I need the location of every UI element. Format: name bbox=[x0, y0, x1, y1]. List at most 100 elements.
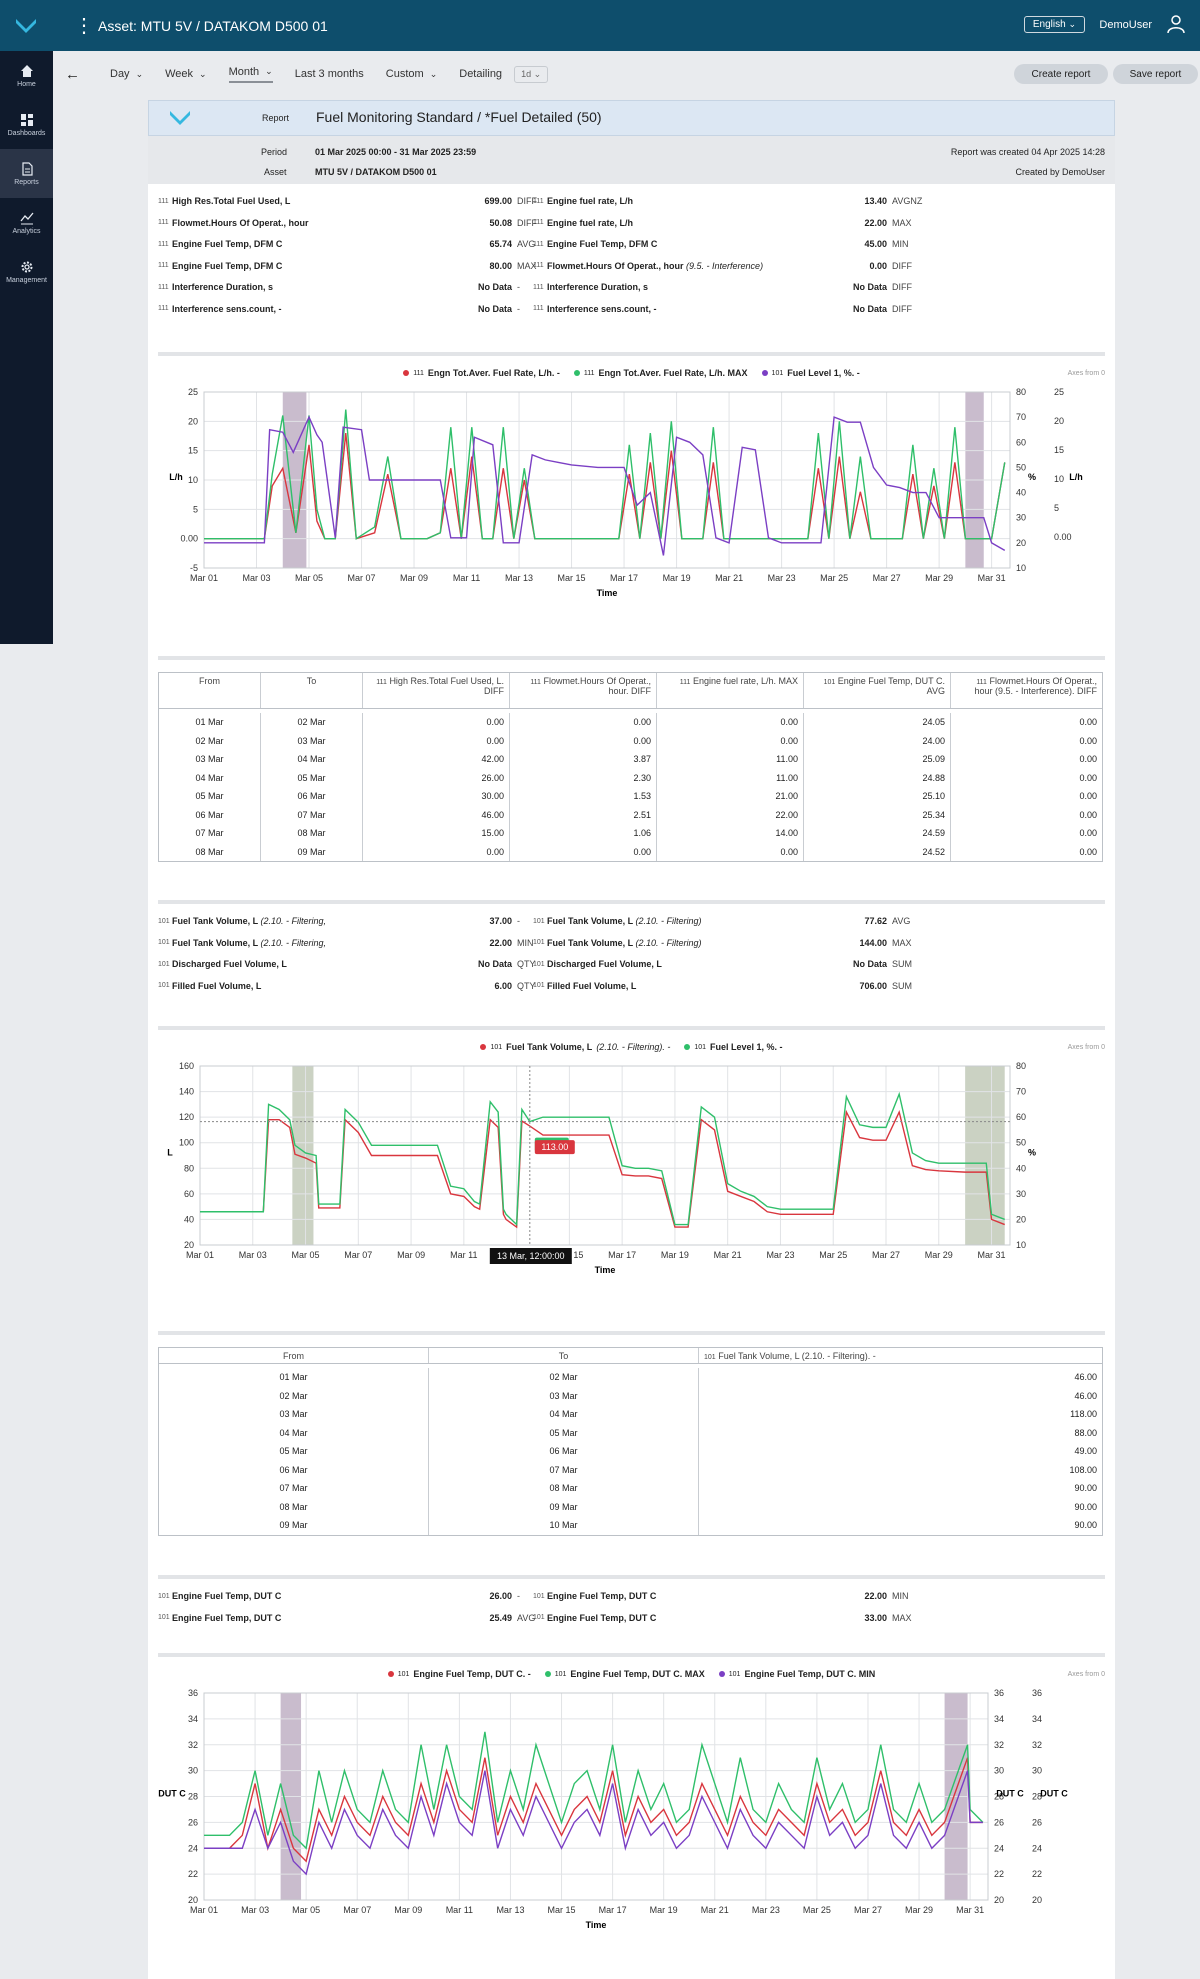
table-cell: 02 Mar bbox=[261, 713, 363, 732]
table-cell: 05 Mar bbox=[261, 768, 363, 787]
table-cell: 10 Mar bbox=[429, 1516, 699, 1535]
y-right-axis-title: L/h bbox=[1069, 472, 1083, 482]
column-header[interactable]: From bbox=[159, 673, 261, 708]
column-header[interactable]: 101 Engine Fuel Temp, DUT C. AVG bbox=[804, 673, 951, 708]
series-line[interactable] bbox=[204, 1731, 984, 1850]
table-row[interactable]: 07 Mar 08 Mar 15.00 1.06 14.00 24.59 0.00 bbox=[159, 824, 1102, 843]
sidebar-item-dashboards[interactable]: Dashboards bbox=[0, 100, 53, 149]
create-report-button[interactable]: Create report bbox=[1014, 64, 1108, 84]
summary-row: 101 Filled Fuel Volume, L 6.00 QTY bbox=[158, 979, 552, 993]
column-header[interactable]: 101 Fuel Tank Volume, L (2.10. - Filteri… bbox=[699, 1348, 1102, 1363]
summary-name: Fuel Tank Volume, L (2.10. - Filtering) bbox=[547, 938, 837, 948]
table-row[interactable]: 01 Mar 02 Mar 46.00 bbox=[159, 1368, 1102, 1387]
period-day-button[interactable]: Day ⌄ bbox=[110, 68, 143, 80]
column-header[interactable]: 111 Engine fuel rate, L/h. MAX bbox=[657, 673, 804, 708]
detailing-label: Detailing bbox=[459, 68, 503, 80]
save-report-button[interactable]: Save report bbox=[1113, 64, 1198, 84]
table-row[interactable]: 04 Mar 05 Mar 88.00 bbox=[159, 1423, 1102, 1442]
summary-row: 111 Interference Duration, s No Data - bbox=[158, 280, 552, 294]
summary-value: 706.00 bbox=[859, 980, 887, 991]
x-tick-label: Mar 21 bbox=[701, 1905, 729, 1915]
table-cell: 08 Mar bbox=[159, 842, 261, 861]
period-month-button[interactable]: Month ⌄ bbox=[228, 66, 273, 83]
column-header[interactable]: 111 Flowmet.Hours Of Operat., hour. DIFF bbox=[510, 673, 657, 708]
period-toolbar: ← Day ⌄ Week ⌄ Month ⌄ Last 3 months Custom… bbox=[53, 51, 1200, 97]
y-tick-label: 80 bbox=[184, 1163, 194, 1173]
series-line[interactable] bbox=[204, 409, 1006, 540]
legend-item[interactable]: 101 Engine Fuel Temp, DUT C. - bbox=[387, 1669, 531, 1679]
table-row[interactable]: 03 Mar 04 Mar 118.00 bbox=[159, 1405, 1102, 1424]
series-line[interactable] bbox=[204, 1770, 983, 1876]
chart-legend: 101 Engine Fuel Temp, DUT C. - 101 Engine F… bbox=[148, 1669, 1115, 1679]
column-header[interactable]: To bbox=[429, 1348, 699, 1363]
series-line[interactable] bbox=[200, 1091, 1005, 1227]
sidebar-item-management[interactable]: Management bbox=[0, 247, 53, 296]
legend-item[interactable]: 101 Engine Fuel Temp, DUT C. MAX bbox=[544, 1669, 705, 1679]
column-header[interactable]: 111 Flowmet.Hours Of Operat., hour (9.5.… bbox=[951, 673, 1102, 708]
table-row[interactable]: 06 Mar 07 Mar 108.00 bbox=[159, 1460, 1102, 1479]
language-select[interactable]: English ⌄ bbox=[1023, 16, 1085, 33]
table-row[interactable]: 04 Mar 05 Mar 26.00 2.30 11.00 24.88 0.00 bbox=[159, 768, 1102, 787]
legend-item[interactable]: 111 Engn Tot.Aver. Fuel Rate, L/h. - bbox=[403, 368, 560, 378]
table-row[interactable]: 03 Mar 04 Mar 42.00 3.87 11.00 25.09 0.00 bbox=[159, 750, 1102, 769]
summary-agg: MIN bbox=[517, 937, 534, 948]
column-header[interactable]: To bbox=[261, 673, 363, 708]
legend-item[interactable]: 101 Fuel Tank Volume, L (2.10. - Filtering… bbox=[480, 1042, 670, 1052]
table-row[interactable]: 02 Mar 03 Mar 46.00 bbox=[159, 1386, 1102, 1405]
detailing-select[interactable]: 1d ⌄ bbox=[514, 65, 549, 83]
sensor-id: 101 bbox=[397, 1670, 410, 1678]
back-arrow-icon[interactable]: ← bbox=[65, 65, 80, 83]
chart-svg: 36 34 32 30 28 26 24 22 20 36 34 32 30 28 26 24 22 20 36 34… bbox=[158, 1688, 1068, 1930]
cell-value: 25.09 bbox=[922, 754, 945, 765]
legend-item[interactable]: 101 Engine Fuel Temp, DUT C. MIN bbox=[718, 1669, 875, 1679]
table-cell: 1.53 bbox=[510, 787, 657, 806]
sidebar-item-label: Reports bbox=[14, 178, 39, 186]
table-row[interactable]: 09 Mar 10 Mar 90.00 bbox=[159, 1516, 1102, 1535]
table-row[interactable]: 05 Mar 06 Mar 30.00 1.53 21.00 25.10 0.00 bbox=[159, 787, 1102, 806]
table-row[interactable]: 07 Mar 08 Mar 90.00 bbox=[159, 1479, 1102, 1498]
sidebar-item-reports[interactable]: Reports bbox=[0, 149, 53, 198]
user-icon[interactable] bbox=[1166, 14, 1186, 39]
legend-item[interactable]: 101 Fuel Level 1, %. - bbox=[684, 1042, 783, 1052]
table-row[interactable]: 06 Mar 07 Mar 46.00 2.51 22.00 25.34 0.00 bbox=[159, 805, 1102, 824]
legend-item[interactable]: 101 Fuel Level 1, %. - bbox=[761, 368, 860, 378]
period-last3-button[interactable]: Last 3 months bbox=[295, 68, 364, 80]
table-row[interactable]: 01 Mar 02 Mar 0.00 0.00 0.00 24.05 0.00 bbox=[159, 713, 1102, 732]
table-row[interactable]: 02 Mar 03 Mar 0.00 0.00 0.00 24.00 0.00 bbox=[159, 731, 1102, 750]
y-tick-label: 0.00 bbox=[180, 534, 198, 544]
table-cell: 21.00 bbox=[657, 787, 804, 806]
cell-value: 02 Mar bbox=[279, 1390, 308, 1401]
x-tick-label: Mar 19 bbox=[663, 573, 691, 583]
table-row[interactable]: 08 Mar 09 Mar 90.00 bbox=[159, 1497, 1102, 1517]
period-custom-button[interactable]: Custom ⌄ bbox=[386, 68, 437, 80]
series-line[interactable] bbox=[200, 1109, 1005, 1229]
summary-row: 101 Fuel Tank Volume, L (2.10. - Filterin… bbox=[158, 914, 552, 928]
table-row[interactable]: 05 Mar 06 Mar 49.00 bbox=[159, 1442, 1102, 1461]
sidebar-item-home[interactable]: Home bbox=[0, 51, 53, 100]
cell-value: 0.00 bbox=[633, 735, 651, 746]
legend-item[interactable]: 111 Engn Tot.Aver. Fuel Rate, L/h. MAX bbox=[573, 368, 748, 378]
cell-value: 1.53 bbox=[633, 791, 651, 802]
menu-dots-icon[interactable]: ⋮ bbox=[74, 15, 94, 37]
app-logo[interactable] bbox=[0, 0, 52, 51]
sensor-id: 101 bbox=[728, 1670, 741, 1678]
series-line[interactable] bbox=[204, 1757, 983, 1863]
summary-value: 144.00 bbox=[859, 937, 887, 948]
table-cell: 90.00 bbox=[699, 1498, 1102, 1517]
table-row[interactable]: 08 Mar 09 Mar 0.00 0.00 0.00 24.52 0.00 bbox=[159, 842, 1102, 861]
column-header[interactable]: From bbox=[159, 1348, 429, 1363]
cell-value: 07 Mar bbox=[279, 1483, 308, 1494]
summary-note: (2.10. - Filtering, bbox=[260, 916, 327, 926]
username[interactable]: DemoUser bbox=[1099, 19, 1152, 31]
x-tick-label: Mar 09 bbox=[394, 1905, 422, 1915]
series-line[interactable] bbox=[204, 415, 1006, 556]
series-line[interactable] bbox=[204, 432, 1006, 540]
cell-value: 3.87 bbox=[633, 754, 651, 765]
y-tick-label: 140 bbox=[179, 1087, 194, 1097]
y-tick-label: -5 bbox=[190, 563, 198, 573]
sidebar-item-analytics[interactable]: Analytics bbox=[0, 198, 53, 247]
column-header[interactable]: 111 High Res.Total Fuel Used, L. DIFF bbox=[363, 673, 510, 708]
summary-agg: AVG bbox=[517, 239, 536, 249]
period-week-button[interactable]: Week ⌄ bbox=[165, 68, 206, 80]
cell-value: 0.00 bbox=[486, 717, 504, 728]
